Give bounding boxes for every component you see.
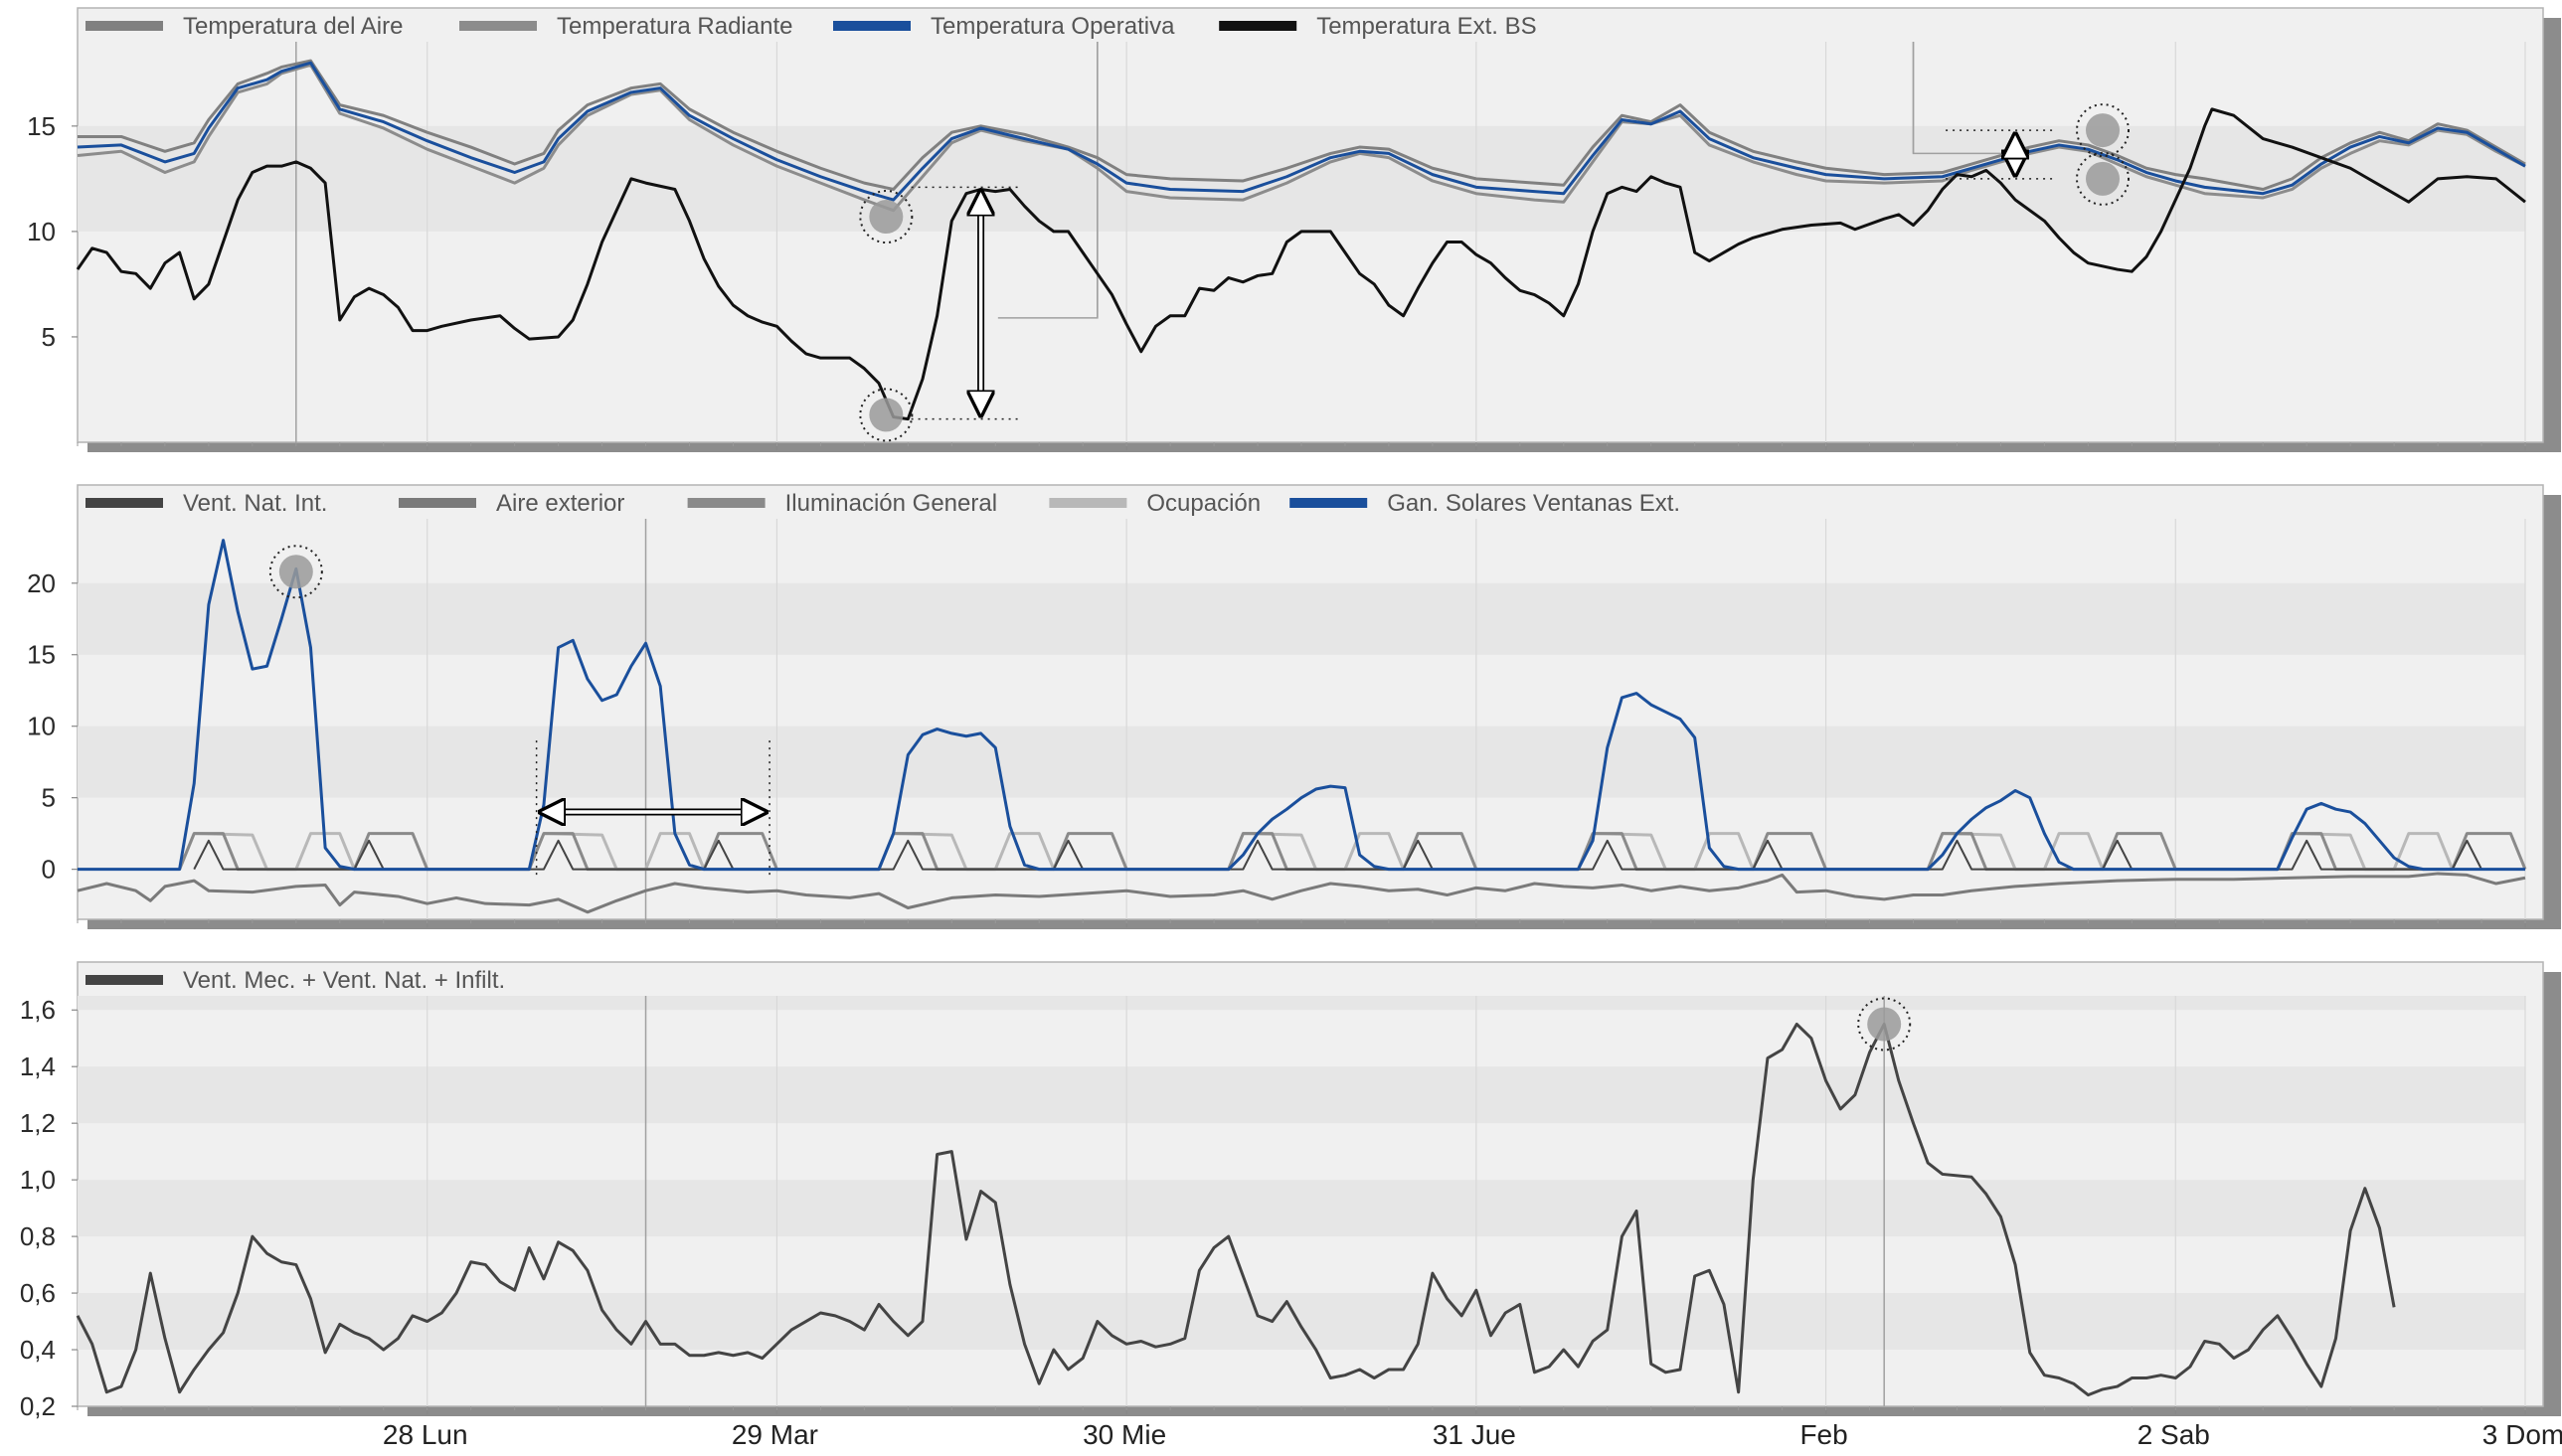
x-axis-label: 3 Dom xyxy=(2482,1419,2562,1450)
series-aire xyxy=(78,59,2526,191)
legend-label: Aire exterior xyxy=(496,490,624,517)
grid-band xyxy=(78,582,2525,655)
grid-band xyxy=(78,1066,2525,1124)
y-tick-label: 1,4 xyxy=(20,1052,56,1081)
y-tick-label: 0,6 xyxy=(20,1278,56,1308)
crosshair-box xyxy=(1912,42,2013,155)
highlight-dot xyxy=(278,555,313,589)
series-vent_nat xyxy=(193,839,2482,871)
series-aire_exterior xyxy=(77,872,2526,914)
highlight-dot xyxy=(869,398,904,432)
highlight-ring xyxy=(859,190,914,244)
highlight-dot xyxy=(2086,161,2121,196)
y-tick-label: 5 xyxy=(42,322,56,352)
highlight-ring xyxy=(859,388,914,442)
legend-label: Temperatura Operativa xyxy=(931,13,1175,40)
legend-label: Ocupación xyxy=(1146,490,1261,517)
chart-panel-3: 0,2 0,4 0,6 0,8 1,0 1,2 1,4 1,6 Vent. Mec. + Ven… xyxy=(20,961,2561,1421)
legend-swatch xyxy=(1049,498,1127,508)
grid-band xyxy=(78,1293,2525,1351)
y-tick-label: 15 xyxy=(27,640,56,670)
series-exterior xyxy=(76,107,2526,421)
y-tick-label: 0,4 xyxy=(20,1335,56,1365)
series-radiante xyxy=(77,63,2526,213)
x-axis-label: Feb xyxy=(1799,1419,1847,1450)
y-tick-label: 15 xyxy=(27,111,56,141)
y-tick-label: 0,2 xyxy=(20,1391,56,1421)
y-tick-label: 10 xyxy=(27,217,56,246)
y-tick-label: 0 xyxy=(42,855,56,885)
y-tick-label: 10 xyxy=(27,712,56,741)
legend-label: Vent. Mec. + Vent. Nat. + Infilt. xyxy=(183,967,505,994)
chart-panel-2: 0 5 10 15 20 Vent. Nat. Int. Aire exterior Ilum… xyxy=(27,484,2561,929)
y-tick-label: 20 xyxy=(27,568,56,598)
series-solares xyxy=(78,539,2525,872)
legend-label: Temperatura Ext. BS xyxy=(1316,13,1536,40)
highlight-ring xyxy=(2076,151,2131,206)
highlight-dot xyxy=(2086,113,2121,148)
highlight-ring xyxy=(268,545,323,599)
legend-swatch xyxy=(833,21,911,31)
legend-swatch xyxy=(85,498,163,508)
highlight-ring xyxy=(1857,997,1912,1052)
legend-swatch xyxy=(85,21,163,31)
y-tick-label: 1,0 xyxy=(20,1165,56,1195)
x-axis-label: 30 Mie xyxy=(1083,1419,1166,1450)
series-infilt xyxy=(76,1022,2396,1397)
x-axis-label: 2 Sab xyxy=(2137,1419,2210,1450)
legend-label: Temperatura del Aire xyxy=(183,13,403,40)
x-axis-label: 29 Mar xyxy=(732,1419,818,1450)
y-tick-label: 1,6 xyxy=(20,995,56,1025)
x-axis-label: 31 Jue xyxy=(1433,1419,1516,1450)
highlight-dot xyxy=(1867,1007,1902,1042)
panel-frame xyxy=(77,484,2544,920)
grid-band xyxy=(78,1180,2525,1237)
x-axis-label: 28 Lun xyxy=(383,1419,468,1450)
highlight-dot xyxy=(869,200,904,235)
legend-swatch xyxy=(1289,498,1368,508)
highlight-ring xyxy=(2076,103,2131,158)
grid-band xyxy=(78,996,2525,1011)
y-tick-label: 0,8 xyxy=(20,1221,56,1251)
legend-label: Gan. Solares Ventanas Ext. xyxy=(1387,490,1680,517)
legend-label: Temperatura Radiante xyxy=(557,13,792,40)
y-tick-label: 1,2 xyxy=(20,1108,56,1138)
grid-band xyxy=(78,726,2525,798)
legend-label: Vent. Nat. Int. xyxy=(183,490,327,517)
series-operativa xyxy=(77,61,2526,202)
legend-swatch xyxy=(687,498,766,508)
legend-swatch xyxy=(85,975,163,985)
legend-label: Iluminación General xyxy=(785,490,997,517)
chart-panel-1: 5 10 15 Temperatura del Aire Temperatura Rad… xyxy=(27,7,2561,452)
crosshair-box xyxy=(997,42,1099,319)
legend-swatch xyxy=(399,498,476,508)
legend-swatch xyxy=(1219,21,1297,31)
legend-swatch xyxy=(459,21,537,31)
y-tick-label: 5 xyxy=(42,783,56,813)
